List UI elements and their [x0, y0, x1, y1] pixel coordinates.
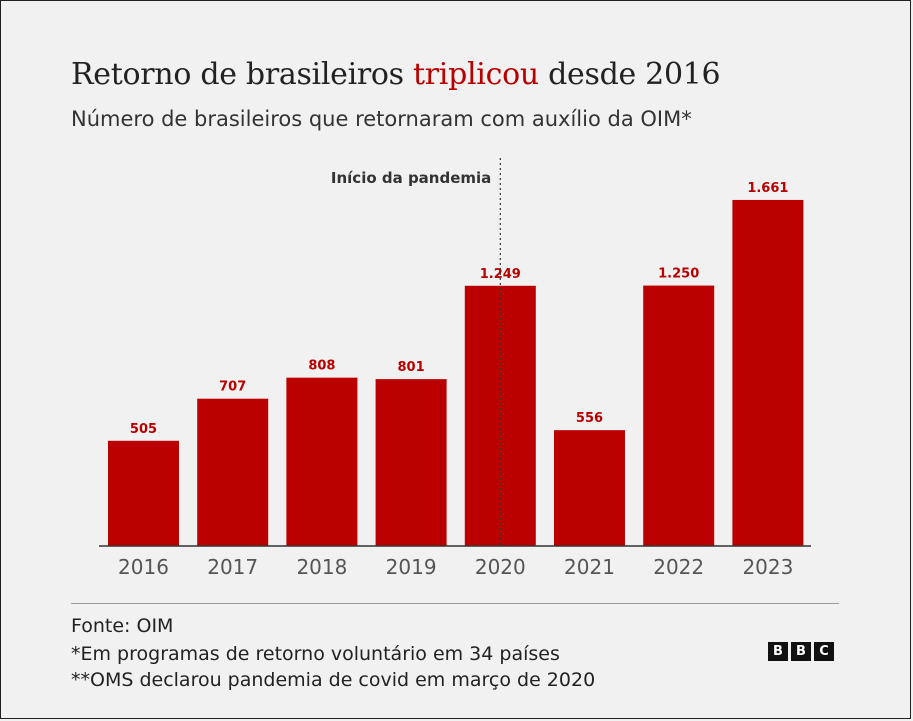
footer-divider — [71, 603, 839, 604]
title-part2: desde 2016 — [538, 57, 721, 92]
value-label-2016: 505 — [130, 422, 157, 437]
chart-subtitle: Número de brasileiros que retornaram com… — [71, 107, 692, 131]
bbc-logo-letter: C — [814, 642, 834, 661]
pandemic-annotation: Início da pandemia — [331, 169, 491, 187]
x-tick-2021: 2021 — [564, 555, 615, 579]
x-tick-2016: 2016 — [118, 555, 169, 579]
title-accent: triplicou — [413, 57, 539, 92]
bar-2023 — [732, 199, 804, 547]
footnote-2: **OMS declarou pandemia de covid em març… — [71, 669, 596, 691]
bar-2021 — [554, 430, 625, 546]
x-tick-2020: 2020 — [475, 555, 526, 579]
bar-2017 — [197, 398, 269, 546]
footnote-1: *Em programas de retorno voluntário em 3… — [71, 643, 560, 665]
bbc-logo-letter: B — [768, 642, 788, 661]
x-tick-2019: 2019 — [386, 555, 437, 579]
bar-2022 — [643, 285, 715, 546]
title-part1: Retorno de brasileiros — [71, 57, 414, 92]
x-tick-2017: 2017 — [207, 555, 258, 579]
value-label-2021: 556 — [576, 411, 603, 426]
bar-2016 — [108, 440, 179, 546]
source-note: Fonte: OIM — [71, 615, 174, 637]
x-tick-2022: 2022 — [653, 555, 704, 579]
x-tick-2023: 2023 — [742, 555, 793, 579]
bbc-logo-letter: B — [791, 642, 811, 661]
value-label-2022: 1.250 — [658, 267, 699, 282]
value-label-2019: 801 — [398, 360, 425, 375]
x-tick-2018: 2018 — [296, 555, 347, 579]
bar-chart: 50520167072017808201880120191.2492020556… — [99, 158, 811, 579]
chart-title: Retorno de brasileiros triplicou desde 2… — [71, 57, 721, 92]
bar-2019 — [375, 379, 447, 546]
value-label-2023: 1.661 — [747, 181, 788, 196]
bbc-logo: B B C — [768, 642, 834, 661]
value-label-2018: 808 — [308, 359, 335, 374]
value-label-2017: 707 — [219, 380, 246, 395]
bar-2018 — [286, 377, 358, 546]
